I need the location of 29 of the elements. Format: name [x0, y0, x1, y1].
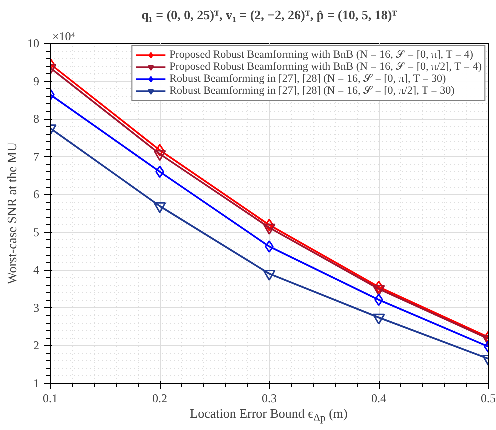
x-tick-label: 0.5: [481, 392, 496, 406]
point: [372, 314, 386, 325]
x-tick-label: 0.4: [372, 392, 386, 406]
chart-title: q₁ = (0, 0, 25)ᵀ, v₁ = (2, −2, 26)ᵀ, p̂ = (10, 5, 18)ᵀ: [142, 8, 398, 22]
y-tick-label: 1: [34, 376, 40, 390]
x-tick-label: 0.2: [152, 392, 168, 406]
legend-label: Proposed Robust Beamforming with BnB (N = 16, 𝒮 = [0, π], T = 4): [170, 49, 474, 61]
point: [372, 285, 386, 296]
y-tick-label: 8: [34, 112, 40, 126]
y-tick-label: 7: [34, 150, 40, 164]
text: ×10⁴: [52, 30, 76, 44]
legend-label: Robust Beamforming in [27], [28] (N = 16, 𝒮 = [0, π/2], T = 30): [170, 85, 455, 97]
y-tick-label: 9: [34, 74, 40, 88]
y-tick-label: 10: [28, 36, 40, 50]
x-tick-label: 0.3: [262, 392, 277, 406]
y-tick-label: 3: [34, 300, 40, 315]
y-tick-label: 6: [34, 188, 40, 202]
point: [263, 270, 276, 282]
point: [154, 202, 166, 214]
y-tick-label: 5: [34, 225, 40, 240]
x-axis-title: Location Error Bound ϵ$_{Δp}$ (m): [189, 405, 349, 427]
y-axis-title: Worst-case SNR at the MU: [4, 142, 20, 284]
y-tick-label: 4: [34, 263, 40, 278]
x-tick-label: 0.1: [43, 392, 58, 406]
y-tick-label: 2: [34, 338, 40, 353]
point: [263, 224, 276, 235]
legend-label: Proposed Robust Beamforming with BnB (N = 16, 𝒮 = [0, π/2], T = 4): [170, 61, 482, 73]
legend-label: Robust Beamforming in [27], [28] (N = 16, 𝒮 = [0, π], T = 30): [170, 73, 446, 85]
point: [154, 150, 166, 162]
